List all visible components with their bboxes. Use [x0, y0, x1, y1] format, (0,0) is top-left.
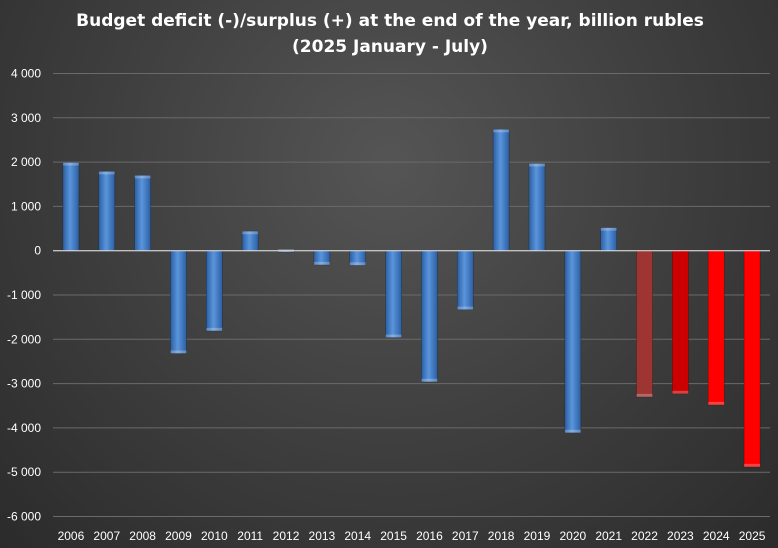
y-tick-label: 4 000	[11, 67, 41, 81]
x-tick-label: 2008	[129, 529, 156, 543]
bar-highlight	[672, 390, 689, 394]
bar-2006	[62, 162, 80, 251]
gridlines	[53, 73, 770, 517]
x-tick-label: 2022	[631, 529, 658, 543]
bar-highlight	[134, 175, 151, 179]
bar-2016	[421, 250, 438, 383]
bar-2008	[134, 175, 151, 251]
bar-highlight	[421, 378, 438, 382]
bar-highlight	[636, 393, 653, 397]
bar-highlight	[528, 163, 545, 167]
bar-2025	[743, 250, 761, 468]
bar-highlight	[385, 334, 402, 338]
bar-highlight	[708, 401, 725, 405]
x-tick-label: 2025	[739, 529, 766, 543]
x-tick-label: 2007	[93, 529, 120, 543]
bar-2022	[636, 250, 653, 398]
bar-highlight	[564, 429, 581, 433]
bar-2017	[456, 250, 474, 310]
x-tick-label: 2024	[703, 529, 730, 543]
y-tick-label: 1 000	[11, 199, 41, 213]
y-tick-label: -6 000	[7, 510, 41, 524]
y-tick-label: 3 000	[11, 111, 41, 125]
bar-2019	[528, 163, 546, 252]
bar-2009	[170, 250, 187, 354]
y-tick-label: -3 000	[7, 377, 41, 391]
y-tick-label: -4 000	[7, 421, 41, 435]
bar-2024	[707, 250, 725, 406]
bar-2021	[600, 227, 617, 252]
x-tick-label: 2021	[595, 529, 622, 543]
bar-2015	[385, 250, 402, 338]
x-tick-label: 2019	[524, 529, 551, 543]
bar-2007	[98, 171, 116, 251]
y-tick-label: -5 000	[7, 465, 41, 479]
chart-title: Budget deficit (-)/surplus (+) at the en…	[76, 11, 704, 57]
bar-highlight	[62, 162, 79, 166]
x-tick-label: 2018	[488, 529, 515, 543]
x-tick-label: 2011	[237, 529, 263, 543]
x-tick-label: 2015	[380, 529, 407, 543]
x-tick-label: 2020	[559, 529, 586, 543]
bar-2023	[672, 250, 689, 395]
bar-2018	[492, 129, 510, 251]
x-tick-label: 2006	[58, 529, 85, 543]
y-tick-label: -1 000	[7, 288, 41, 302]
bar-2020	[564, 250, 582, 434]
bar-highlight	[98, 171, 115, 175]
bar-highlight	[600, 227, 617, 231]
bar-highlight	[457, 306, 474, 310]
x-tick-label: 2023	[667, 529, 694, 543]
y-tick-label: -2 000	[7, 332, 41, 346]
x-tick-label: 2012	[273, 529, 300, 543]
bar-highlight	[493, 129, 510, 133]
bar-highlight	[242, 231, 259, 235]
bars	[62, 129, 761, 468]
bar-highlight	[206, 327, 223, 331]
x-tick-label: 2010	[201, 529, 228, 543]
x-tick-label: 2016	[416, 529, 443, 543]
bar-highlight	[744, 463, 761, 467]
x-axis-tick-labels: 2006 2007 2008 2009 2010 2011 2012 2013 2014 2015…	[58, 529, 766, 543]
y-tick-label: 0	[34, 244, 41, 258]
y-axis-tick-labels: 4 000 3 000 2 000 1 000 0 -1 000 -2 000 -3 000 -…	[7, 67, 41, 524]
bar-highlight	[170, 350, 187, 354]
x-tick-label: 2014	[344, 529, 371, 543]
bar-2010	[206, 250, 223, 332]
x-tick-label: 2013	[309, 529, 336, 543]
bar-highlight	[349, 262, 366, 266]
bar-highlight	[313, 261, 330, 265]
y-tick-label: 2 000	[11, 155, 41, 169]
x-tick-label: 2009	[165, 529, 192, 543]
x-tick-label: 2017	[452, 529, 479, 543]
